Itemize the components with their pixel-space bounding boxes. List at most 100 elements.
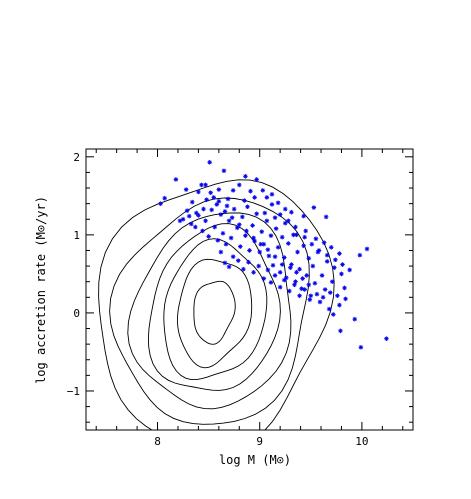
data-point [301,243,306,249]
data-point [279,234,285,240]
data-point [317,299,323,305]
data-point [180,216,186,222]
data-point [327,290,333,295]
data-point [288,265,293,270]
data-point [294,232,299,238]
data-point [269,202,275,207]
data-point [262,210,268,216]
data-point [358,344,364,350]
data-point [342,285,347,291]
data-point [194,210,199,216]
x-axis-label: log M (M⊙) [219,453,291,467]
data-point [268,233,274,238]
data-point [292,282,297,288]
data-point [275,200,281,206]
data-point [352,316,358,322]
data-point [256,263,261,269]
data-point [337,251,342,256]
data-point [204,197,209,203]
data-point [240,214,245,220]
data-point [230,254,236,260]
data-point [234,225,240,231]
data-point [206,234,211,239]
data-point [222,209,228,214]
data-points [158,159,389,350]
contour-level-1 [193,280,236,345]
contour-level-7 [98,179,335,430]
data-point [273,226,279,231]
data-point [270,263,276,268]
data-point [313,236,319,242]
data-point [229,215,235,220]
plot-area [85,148,414,431]
data-point [337,302,342,308]
data-point [243,233,248,238]
data-point [211,195,217,200]
data-point [339,271,344,277]
data-point [238,244,243,249]
data-point [201,206,206,212]
data-point [183,187,189,192]
data-point [241,266,246,272]
data-point [230,188,236,193]
y-tick-label: −1 [67,385,80,398]
data-point [306,255,312,261]
data-point [269,191,275,197]
data-point [243,174,248,179]
data-point [294,270,299,275]
y-tick-label: 1 [73,229,80,242]
data-point [158,201,163,206]
data-point [216,187,222,192]
data-point [307,297,313,302]
data-point [236,222,242,228]
data-point [268,280,274,285]
data-point [221,168,227,174]
data-point [312,280,318,286]
data-point [297,266,302,272]
data-point [357,252,363,258]
data-point [215,238,221,243]
data-point [226,218,232,224]
data-point [324,252,330,258]
data-point [258,241,264,247]
data-point [272,254,278,260]
data-point [252,195,257,200]
data-point [264,218,270,224]
data-point [277,212,283,217]
data-point [314,291,320,297]
density-contours [98,179,335,430]
data-point [279,262,285,267]
data-point [236,182,242,188]
data-point [277,270,283,275]
data-point [277,284,283,290]
data-point [303,228,309,234]
data-point [335,293,340,299]
data-point [275,245,281,250]
data-point [319,273,325,278]
data-point [235,258,241,263]
data-point [196,189,201,195]
data-point [282,206,288,212]
data-point [289,209,294,215]
data-point [199,182,204,188]
data-point [225,196,231,202]
data-point [246,259,251,265]
data-point [218,212,224,217]
data-point [254,177,259,182]
data-point [343,296,348,302]
y-tick-label: 0 [73,307,80,320]
data-point [364,246,370,252]
data-point [324,259,330,264]
data-point [162,195,167,201]
data-point [306,282,312,288]
data-point [193,224,198,230]
contour-level-2 [176,258,253,369]
data-point [250,223,255,228]
y-tick-label: 2 [73,151,80,164]
data-point [177,218,183,224]
data-point [301,213,306,219]
data-point [281,277,287,283]
data-point [332,265,337,270]
data-point [322,287,328,292]
data-point [297,293,302,299]
